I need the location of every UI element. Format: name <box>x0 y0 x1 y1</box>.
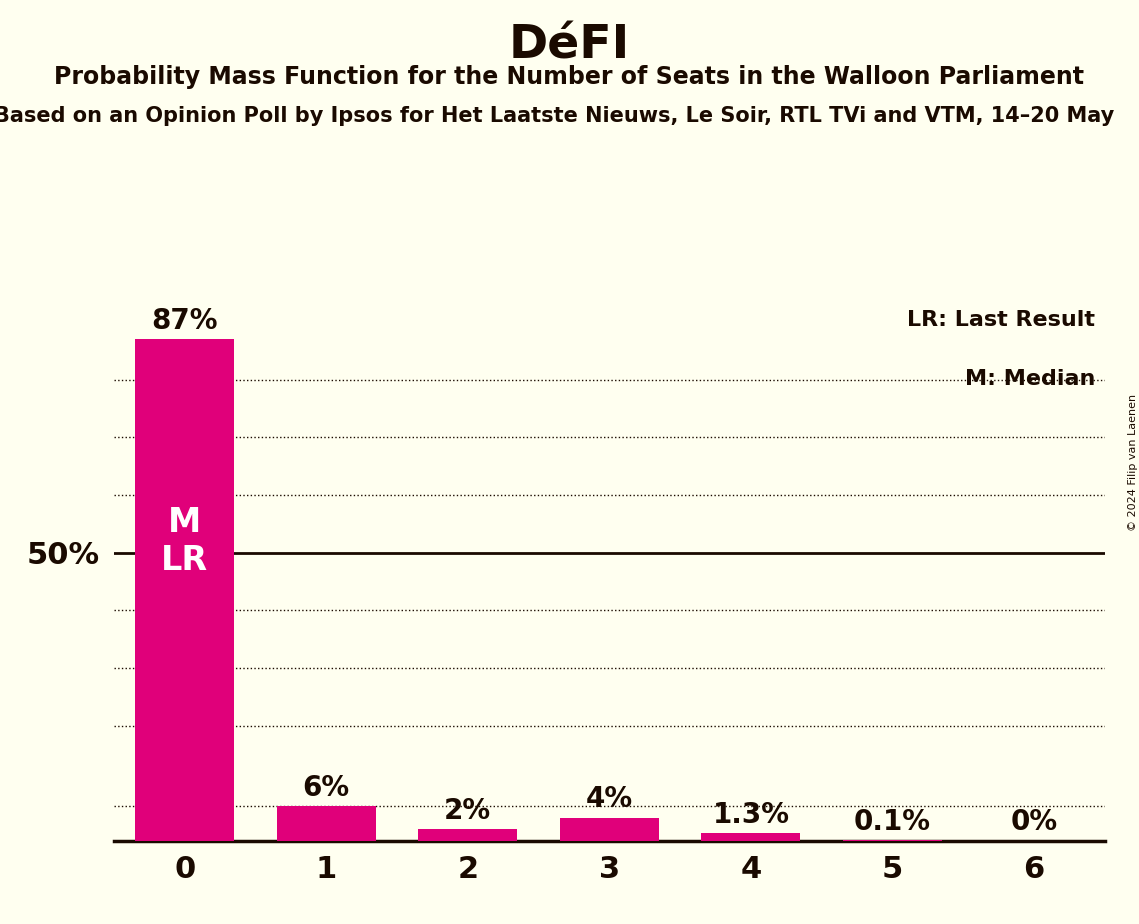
Text: 4%: 4% <box>585 785 633 813</box>
Bar <box>277 807 376 841</box>
Text: 87%: 87% <box>151 307 218 334</box>
Bar <box>136 339 235 841</box>
Text: LR: Last Result: LR: Last Result <box>907 310 1095 330</box>
Text: M
LR: M LR <box>161 505 208 577</box>
Text: DéFI: DéFI <box>509 23 630 68</box>
Text: © 2024 Filip van Laenen: © 2024 Filip van Laenen <box>1129 394 1138 530</box>
Bar <box>702 833 801 841</box>
Text: 2%: 2% <box>444 796 491 825</box>
Text: 6%: 6% <box>303 773 350 802</box>
Text: Probability Mass Function for the Number of Seats in the Walloon Parliament: Probability Mass Function for the Number… <box>55 65 1084 89</box>
Bar <box>418 830 517 841</box>
Text: 0%: 0% <box>1010 808 1058 836</box>
Text: Based on an Opinion Poll by Ipsos for Het Laatste Nieuws, Le Soir, RTL TVi and V: Based on an Opinion Poll by Ipsos for He… <box>0 106 1115 127</box>
Text: 0.1%: 0.1% <box>854 808 931 835</box>
Bar <box>560 818 658 841</box>
Text: 1.3%: 1.3% <box>712 801 789 829</box>
Text: M: Median: M: Median <box>965 370 1095 389</box>
